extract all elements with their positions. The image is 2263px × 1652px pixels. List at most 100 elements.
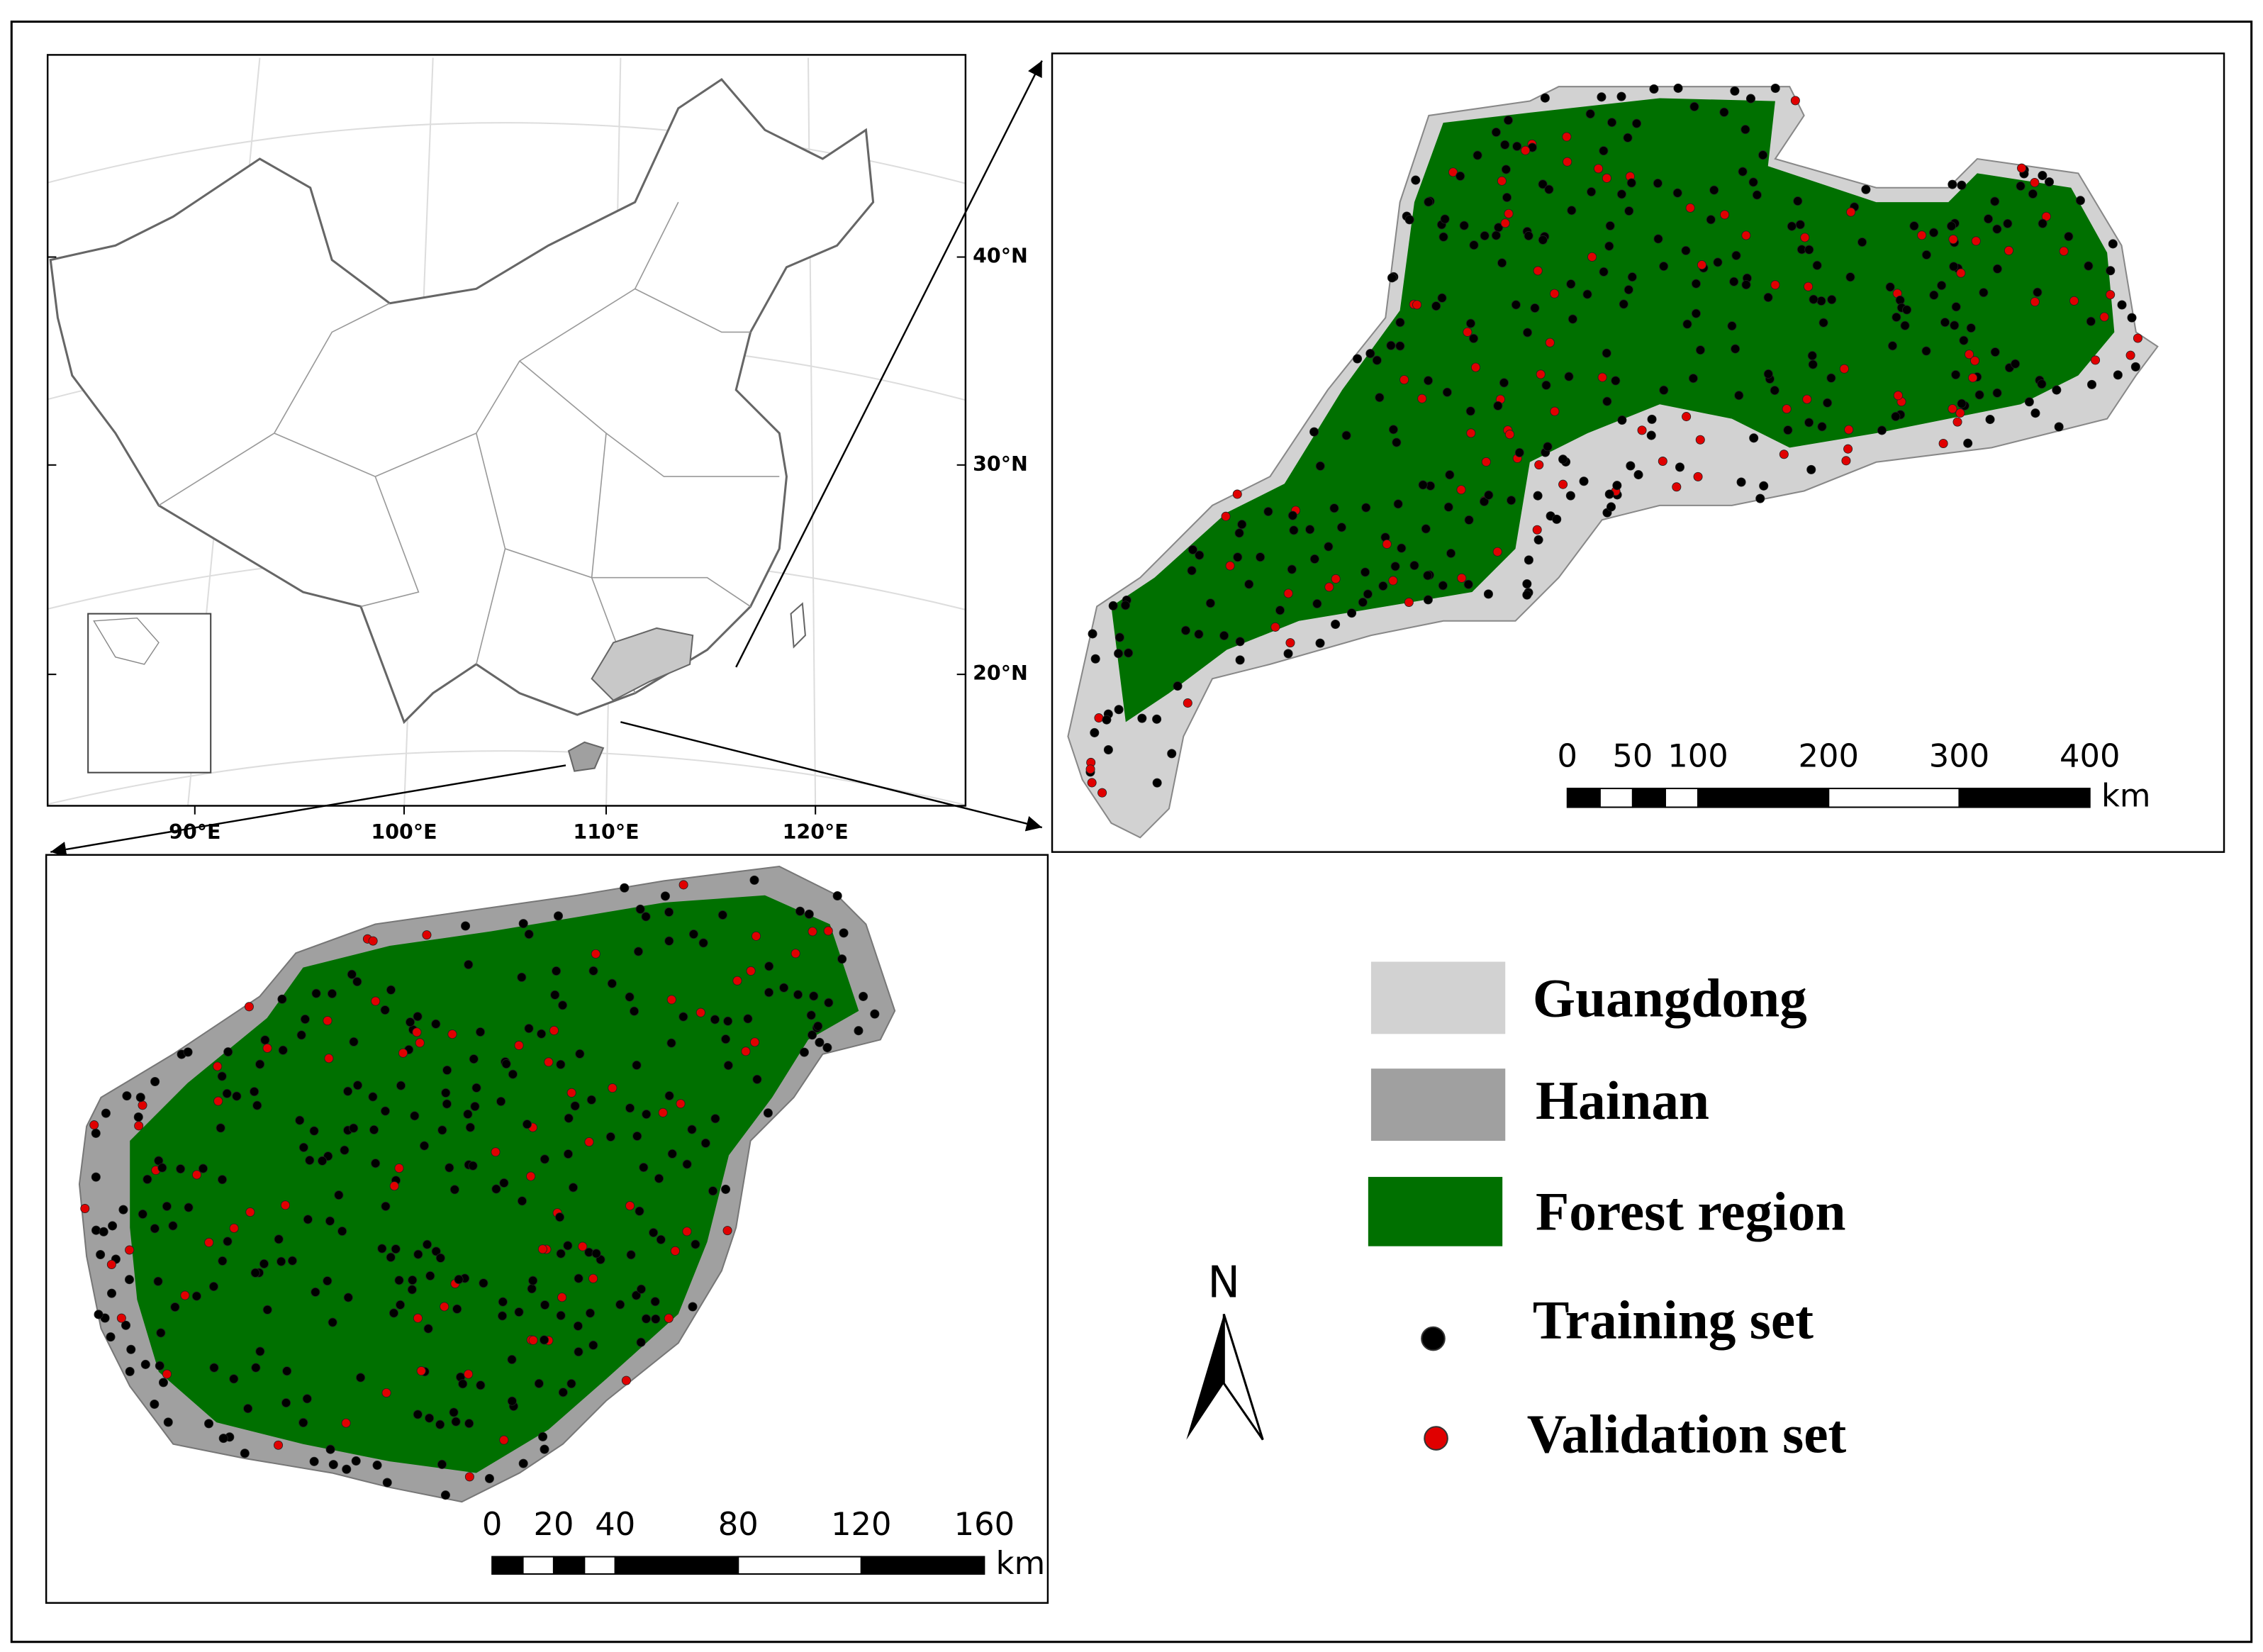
training-point <box>476 1027 486 1037</box>
training-point <box>163 1417 173 1427</box>
training-point <box>347 969 357 979</box>
training-point <box>2038 218 2047 228</box>
validation-point <box>1938 438 1948 449</box>
training-point <box>1397 543 1407 553</box>
training-point <box>1602 396 1612 406</box>
validation-point <box>1457 573 1467 583</box>
training-point <box>763 1108 773 1118</box>
training-point <box>1287 564 1297 574</box>
validation-point <box>1697 260 1706 270</box>
training-point <box>667 1149 677 1159</box>
validation-point <box>394 1163 404 1173</box>
lat-label: 30°N <box>973 452 1028 476</box>
training-point <box>1114 632 1124 642</box>
training-point <box>710 1114 720 1124</box>
training-point <box>2108 239 2118 249</box>
validation-point <box>1804 281 1814 291</box>
training-point <box>282 1366 292 1376</box>
training-point <box>1887 341 1898 351</box>
scale-tick-label: 0 <box>482 1505 502 1543</box>
training-point <box>1331 619 1341 630</box>
training-point <box>574 1273 583 1283</box>
training-point <box>1173 681 1183 691</box>
training-point <box>1289 525 1299 535</box>
training-point <box>682 1159 692 1169</box>
training-point <box>1951 302 1961 312</box>
validation-point <box>2106 290 2116 300</box>
validation-point <box>537 1244 547 1254</box>
training-point <box>1187 566 1197 576</box>
training-point <box>2030 408 2040 418</box>
training-point <box>342 1464 352 1474</box>
training-point <box>1602 348 1611 358</box>
training-point <box>1423 571 1433 581</box>
validation-point <box>1097 788 1107 798</box>
training-point <box>465 1122 475 1132</box>
training-point <box>153 1276 163 1286</box>
validation-point <box>751 931 761 941</box>
validation-point <box>1839 364 1849 374</box>
training-point <box>1121 601 1131 610</box>
validation-point <box>447 1029 457 1039</box>
training-point <box>556 1310 566 1320</box>
training-point <box>1500 140 1510 150</box>
training-point <box>1479 496 1489 506</box>
training-point <box>305 1155 315 1166</box>
training-point <box>804 909 814 919</box>
training-point <box>381 1201 391 1211</box>
training-point <box>1497 258 1507 268</box>
validation-point <box>1412 300 1422 310</box>
training-point <box>1949 262 1959 272</box>
training-point <box>302 1394 312 1404</box>
training-point <box>431 1246 441 1256</box>
training-point <box>1706 215 1716 225</box>
training-point <box>517 972 527 982</box>
training-point <box>155 1361 164 1371</box>
training-point <box>664 1090 674 1101</box>
training-point <box>325 1216 335 1226</box>
training-point <box>259 1258 269 1269</box>
validation-point <box>1324 582 1334 592</box>
validation-point <box>1800 233 1810 242</box>
training-point <box>251 1363 261 1373</box>
training-point <box>423 1324 433 1334</box>
training-point <box>1329 503 1339 513</box>
training-point <box>607 978 617 988</box>
training-point <box>222 1088 232 1098</box>
training-point <box>1607 502 1616 512</box>
training-point <box>721 1034 731 1044</box>
validation-point <box>1283 588 1293 598</box>
training-point <box>445 1163 454 1173</box>
training-point <box>764 961 774 971</box>
validation-point <box>134 1121 144 1131</box>
scale-tick-label: 40 <box>595 1505 635 1543</box>
training-point <box>688 1302 698 1312</box>
training-point <box>815 1037 825 1047</box>
training-point <box>176 1164 186 1174</box>
training-point <box>1793 196 1803 206</box>
validation-point <box>1417 394 1427 403</box>
training-point <box>1695 345 1705 355</box>
training-point <box>1804 245 1814 255</box>
validation-point <box>695 1008 705 1017</box>
training-point <box>204 1419 214 1429</box>
training-point <box>1857 238 1867 247</box>
training-point <box>1523 328 1533 337</box>
validation-point <box>1521 145 1531 155</box>
training-point <box>353 1081 363 1090</box>
training-point <box>642 1110 652 1120</box>
training-point <box>468 1161 478 1171</box>
validation-point <box>722 1226 732 1236</box>
training-point <box>133 1112 143 1122</box>
training-point <box>605 1132 615 1142</box>
training-point <box>496 1096 506 1106</box>
training-point <box>527 1284 537 1294</box>
training-point <box>2028 189 2038 199</box>
training-point <box>255 1346 265 1356</box>
training-point <box>574 1347 583 1357</box>
training-point <box>1565 491 1575 501</box>
training-point <box>1627 272 1637 282</box>
training-point <box>1440 214 1450 224</box>
validation-point <box>381 1388 391 1397</box>
